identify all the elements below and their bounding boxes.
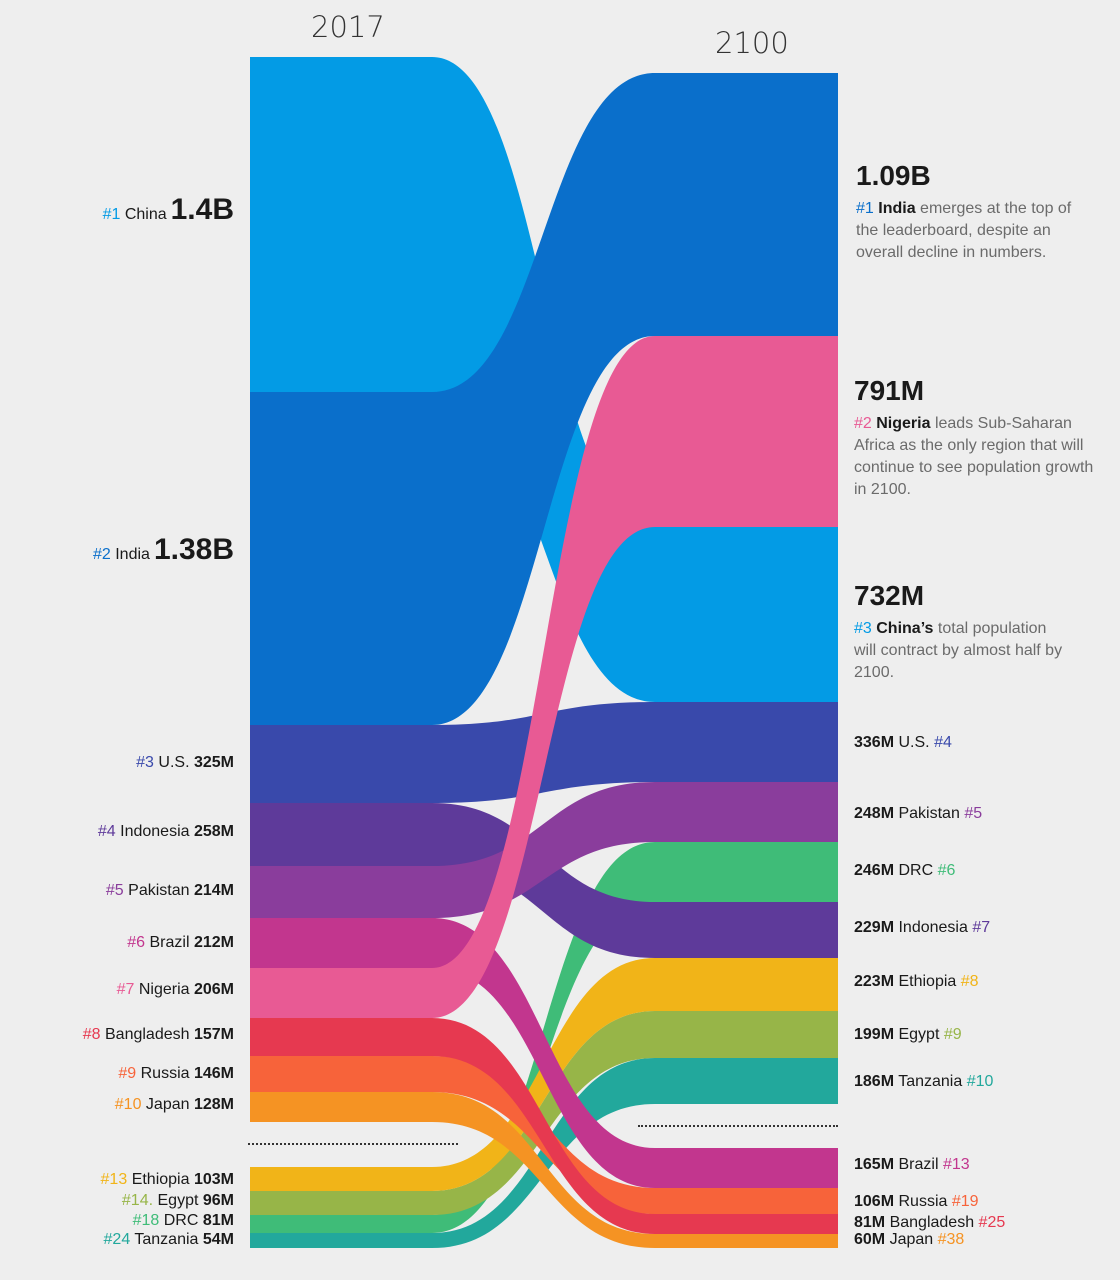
left-label-india: #2 India 1.38B	[92, 533, 234, 566]
left-label-japan: #10 Japan 128M	[114, 1096, 234, 1113]
year-2100-label: 2100	[715, 26, 789, 60]
flow-indonesia	[250, 803, 838, 958]
year-2017-label: 2017	[311, 10, 385, 44]
flow-nigeria	[250, 336, 838, 1018]
left-label-nigeria: #7 Nigeria 206M	[116, 981, 234, 998]
right-label-tanzania: 186M Tanzania #10	[854, 1073, 994, 1090]
left-label-egypt: #14. Egypt 96M	[121, 1192, 234, 1209]
right-label-pakistan: 248M Pakistan #5	[854, 805, 983, 822]
flow-brazil	[250, 918, 838, 1188]
annotation-india: 1.09B #1 India emerges at the top of the…	[856, 160, 1072, 261]
flow-india	[250, 73, 838, 725]
flow-pakistan	[250, 782, 838, 918]
left-label-pakistan: #5 Pakistan 214M	[105, 882, 234, 899]
left-label-russia: #9 Russia 146M	[118, 1065, 234, 1082]
right-label-japan: 60M Japan #38	[854, 1231, 965, 1248]
flow-japan	[250, 1092, 838, 1248]
flow-bangladesh	[250, 1018, 838, 1234]
right-label-bangladesh: 81M Bangladesh #25	[854, 1214, 1006, 1231]
left-label-brazil: #6 Brazil 212M	[127, 934, 234, 951]
annotation-nigeria: 791M #2 Nigeria leads Sub-Saharan Africa…	[854, 375, 1094, 498]
right-label-indonesia: 229M Indonesia #7	[854, 919, 991, 936]
right-rank-gap-divider	[638, 1125, 838, 1127]
left-rank-gap-divider	[248, 1143, 458, 1145]
left-label-us: #3 U.S. 325M	[136, 754, 234, 771]
flow-egypt	[250, 1011, 838, 1215]
annotation-china: 732M #3 China’s total population will co…	[854, 580, 1063, 681]
right-label-egypt: 199M Egypt #9	[854, 1026, 962, 1043]
left-label-bangladesh: #8 Bangladesh 157M	[82, 1026, 234, 1043]
right-label-ethiopia: 223M Ethiopia #8	[854, 973, 979, 990]
right-label-us: 336M U.S. #4	[854, 734, 952, 751]
left-label-ethiopia: #13 Ethiopia 103M	[100, 1171, 234, 1188]
left-label-tanzania: #24 Tanzania 54M	[103, 1231, 234, 1248]
left-label-china: #1 China 1.4B	[102, 193, 234, 226]
right-label-drc: 246M DRC #6	[854, 862, 956, 879]
right-label-brazil: 165M Brazil #13	[854, 1156, 970, 1173]
left-label-drc: #18 DRC 81M	[132, 1212, 234, 1229]
left-label-indonesia: #4 Indonesia 258M	[97, 823, 234, 840]
right-label-russia: 106M Russia #19	[854, 1193, 979, 1210]
